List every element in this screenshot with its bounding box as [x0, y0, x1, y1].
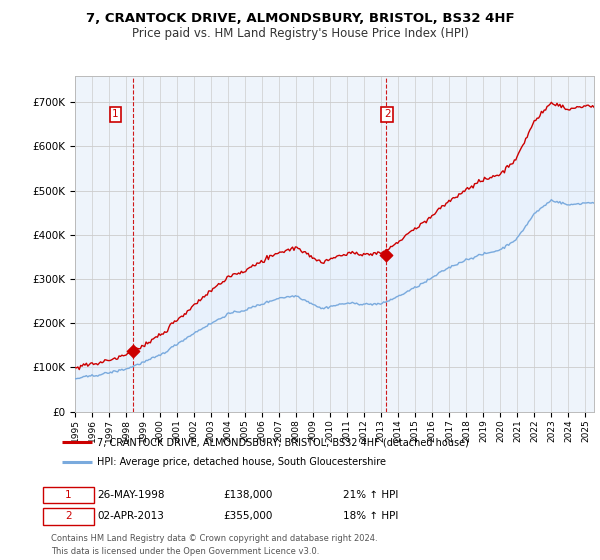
Text: 7, CRANTOCK DRIVE, ALMONDSBURY, BRISTOL, BS32 4HF: 7, CRANTOCK DRIVE, ALMONDSBURY, BRISTOL,…: [86, 12, 514, 25]
Text: £355,000: £355,000: [224, 511, 273, 521]
Text: Price paid vs. HM Land Registry's House Price Index (HPI): Price paid vs. HM Land Registry's House …: [131, 27, 469, 40]
Text: 2: 2: [65, 511, 71, 521]
Text: 26-MAY-1998: 26-MAY-1998: [97, 490, 164, 500]
Text: 1: 1: [65, 490, 71, 500]
FancyBboxPatch shape: [43, 508, 94, 525]
Text: 7, CRANTOCK DRIVE, ALMONDSBURY, BRISTOL, BS32 4HF (detached house): 7, CRANTOCK DRIVE, ALMONDSBURY, BRISTOL,…: [97, 437, 469, 447]
Text: £138,000: £138,000: [224, 490, 273, 500]
Text: 02-APR-2013: 02-APR-2013: [97, 511, 164, 521]
Point: [381, 250, 391, 259]
Text: 1: 1: [112, 109, 119, 119]
Text: 2: 2: [384, 109, 391, 119]
Text: 21% ↑ HPI: 21% ↑ HPI: [343, 490, 398, 500]
Point: [128, 346, 137, 355]
Text: 18% ↑ HPI: 18% ↑ HPI: [343, 511, 398, 521]
FancyBboxPatch shape: [43, 487, 94, 503]
Text: Contains HM Land Registry data © Crown copyright and database right 2024.
This d: Contains HM Land Registry data © Crown c…: [51, 534, 377, 556]
Text: HPI: Average price, detached house, South Gloucestershire: HPI: Average price, detached house, Sout…: [97, 458, 386, 467]
